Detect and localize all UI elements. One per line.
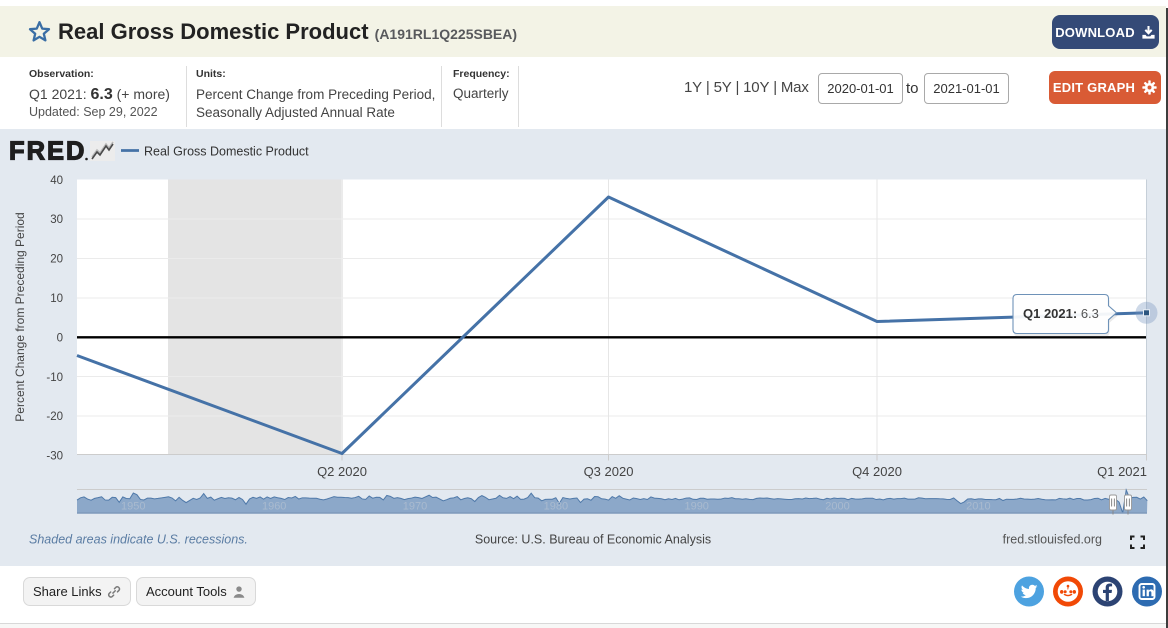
svg-text:2000: 2000	[825, 501, 849, 513]
svg-text:-30: -30	[46, 450, 63, 462]
svg-text:Q1 2021: Q1 2021	[1097, 464, 1147, 479]
svg-text:Q3 2020: Q3 2020	[584, 464, 634, 479]
svg-text:1990: 1990	[684, 501, 708, 513]
svg-text:1970: 1970	[403, 501, 427, 513]
svg-text:10: 10	[50, 293, 63, 305]
svg-text:Q1 2021: 6.3: Q1 2021: 6.3	[1023, 306, 1099, 321]
svg-text:Shaded areas indicate U.S. rec: Shaded areas indicate U.S. recessions.	[29, 533, 248, 547]
svg-text:1950: 1950	[121, 501, 145, 513]
svg-text:1960: 1960	[262, 501, 286, 513]
svg-text:2010: 2010	[966, 501, 990, 513]
svg-text:-20: -20	[46, 411, 63, 423]
svg-text:40: 40	[50, 175, 63, 187]
svg-text:-10: -10	[46, 372, 63, 384]
svg-text:Source: U.S. Bureau of Economi: Source: U.S. Bureau of Economic Analysis	[475, 533, 711, 547]
svg-text:Q4 2020: Q4 2020	[852, 464, 902, 479]
svg-text:Q2 2020: Q2 2020	[317, 464, 367, 479]
svg-text:20: 20	[50, 254, 63, 266]
svg-text:FRED: FRED	[9, 138, 86, 166]
svg-text:Real Gross Domestic Product: Real Gross Domestic Product	[144, 145, 309, 159]
svg-text:Percent Change from Preceding: Percent Change from Preceding Period	[13, 212, 27, 421]
svg-text:1980: 1980	[544, 501, 568, 513]
svg-text:30: 30	[50, 214, 63, 226]
svg-text:0: 0	[57, 332, 63, 344]
svg-text:fred.stlouisfed.org: fred.stlouisfed.org	[1003, 533, 1102, 547]
